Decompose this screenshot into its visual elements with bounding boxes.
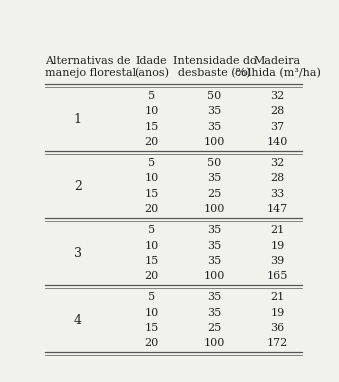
Text: Alternativas de
manejo florestal: Alternativas de manejo florestal bbox=[45, 56, 136, 78]
Text: 100: 100 bbox=[204, 137, 225, 147]
Text: 140: 140 bbox=[267, 137, 288, 147]
Text: 100: 100 bbox=[204, 338, 225, 348]
Text: 36: 36 bbox=[271, 323, 285, 333]
Text: 20: 20 bbox=[144, 338, 159, 348]
Text: 165: 165 bbox=[267, 271, 288, 281]
Text: 35: 35 bbox=[207, 292, 222, 302]
Text: 21: 21 bbox=[271, 225, 285, 235]
Text: 4: 4 bbox=[74, 314, 82, 327]
Text: Intensidade do
desbaste (%): Intensidade do desbaste (%) bbox=[173, 56, 256, 78]
Text: Madeira
colhida (m³/ha): Madeira colhida (m³/ha) bbox=[235, 56, 320, 78]
Text: 5: 5 bbox=[148, 225, 155, 235]
Text: 5: 5 bbox=[148, 91, 155, 101]
Text: 35: 35 bbox=[207, 122, 222, 132]
Text: 28: 28 bbox=[271, 107, 285, 117]
Text: 39: 39 bbox=[271, 256, 285, 266]
Text: 37: 37 bbox=[271, 122, 284, 132]
Text: 172: 172 bbox=[267, 338, 288, 348]
Text: 15: 15 bbox=[144, 323, 159, 333]
Text: 20: 20 bbox=[144, 137, 159, 147]
Text: 25: 25 bbox=[207, 323, 222, 333]
Text: 15: 15 bbox=[144, 189, 159, 199]
Text: 33: 33 bbox=[271, 189, 285, 199]
Text: 20: 20 bbox=[144, 271, 159, 281]
Text: 15: 15 bbox=[144, 122, 159, 132]
Text: Idade
(anos): Idade (anos) bbox=[134, 56, 169, 78]
Text: 19: 19 bbox=[271, 308, 285, 317]
Text: 19: 19 bbox=[271, 241, 285, 251]
Text: 15: 15 bbox=[144, 256, 159, 266]
Text: 2: 2 bbox=[74, 180, 82, 193]
Text: 10: 10 bbox=[144, 241, 159, 251]
Text: 1: 1 bbox=[74, 113, 82, 126]
Text: 10: 10 bbox=[144, 173, 159, 183]
Text: 35: 35 bbox=[207, 241, 222, 251]
Text: 100: 100 bbox=[204, 204, 225, 214]
Text: 5: 5 bbox=[148, 292, 155, 302]
Text: 147: 147 bbox=[267, 204, 288, 214]
Text: 32: 32 bbox=[271, 91, 285, 101]
Text: 100: 100 bbox=[204, 271, 225, 281]
Text: 10: 10 bbox=[144, 107, 159, 117]
Text: 5: 5 bbox=[148, 158, 155, 168]
Text: 10: 10 bbox=[144, 308, 159, 317]
Text: 35: 35 bbox=[207, 308, 222, 317]
Text: 35: 35 bbox=[207, 256, 222, 266]
Text: 20: 20 bbox=[144, 204, 159, 214]
Text: 32: 32 bbox=[271, 158, 285, 168]
Text: 35: 35 bbox=[207, 225, 222, 235]
Text: 50: 50 bbox=[207, 158, 222, 168]
Text: 35: 35 bbox=[207, 107, 222, 117]
Text: 35: 35 bbox=[207, 173, 222, 183]
Text: 21: 21 bbox=[271, 292, 285, 302]
Text: 28: 28 bbox=[271, 173, 285, 183]
Text: 50: 50 bbox=[207, 91, 222, 101]
Text: 3: 3 bbox=[74, 247, 82, 260]
Text: 25: 25 bbox=[207, 189, 222, 199]
